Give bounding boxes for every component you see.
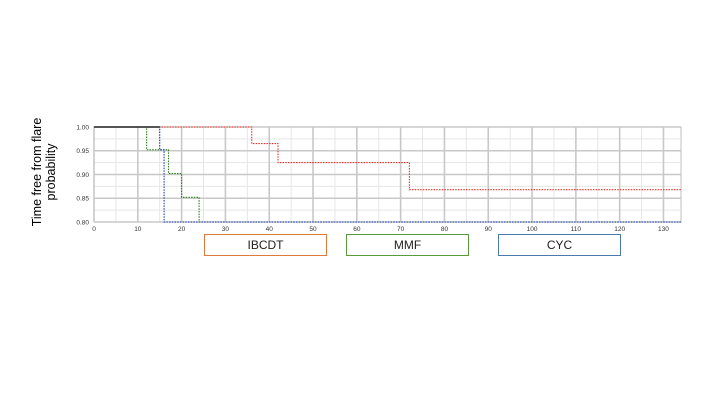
y-axis-label-line1: Time free from flare xyxy=(30,118,44,227)
series-layer xyxy=(94,126,681,223)
x-tick-label: 60 xyxy=(353,226,361,233)
y-axis-label-line2: probability xyxy=(44,143,58,201)
y-tick-label: 0.80 xyxy=(76,219,89,226)
y-tick-label: 0.95 xyxy=(76,148,89,155)
x-tick-label: 20 xyxy=(178,226,186,233)
x-tick-label: 80 xyxy=(441,226,449,233)
x-tick-label: 110 xyxy=(571,226,582,233)
series-line-ibcdt xyxy=(94,126,681,191)
legend-mmf: MMF xyxy=(346,234,469,256)
x-tick-label: 130 xyxy=(658,226,669,233)
series-line-mmf xyxy=(94,126,681,223)
x-tick-label: 100 xyxy=(527,226,538,233)
x-tick-label: 120 xyxy=(614,226,625,233)
x-tick-label: 90 xyxy=(485,226,493,233)
legend-cyc: CYC xyxy=(498,234,621,256)
y-tick-label: 0.90 xyxy=(76,172,89,179)
y-tick-label: 1.00 xyxy=(76,124,89,131)
x-tick-label: 50 xyxy=(309,226,317,233)
x-tick-label: 0 xyxy=(92,226,96,233)
x-tick-label: 70 xyxy=(397,226,405,233)
tick-labels: 0 10 20 30 40 50 60 70 80 90 100 110 120 130 1.00 0.95 0… xyxy=(76,124,669,233)
x-tick-label: 40 xyxy=(266,226,274,233)
grid-lines xyxy=(93,126,682,223)
x-tick-label: 10 xyxy=(134,226,142,233)
y-tick-label: 0.85 xyxy=(76,196,89,203)
legend-ibcdt: IBCDT xyxy=(204,234,327,256)
x-tick-label: 30 xyxy=(222,226,230,233)
